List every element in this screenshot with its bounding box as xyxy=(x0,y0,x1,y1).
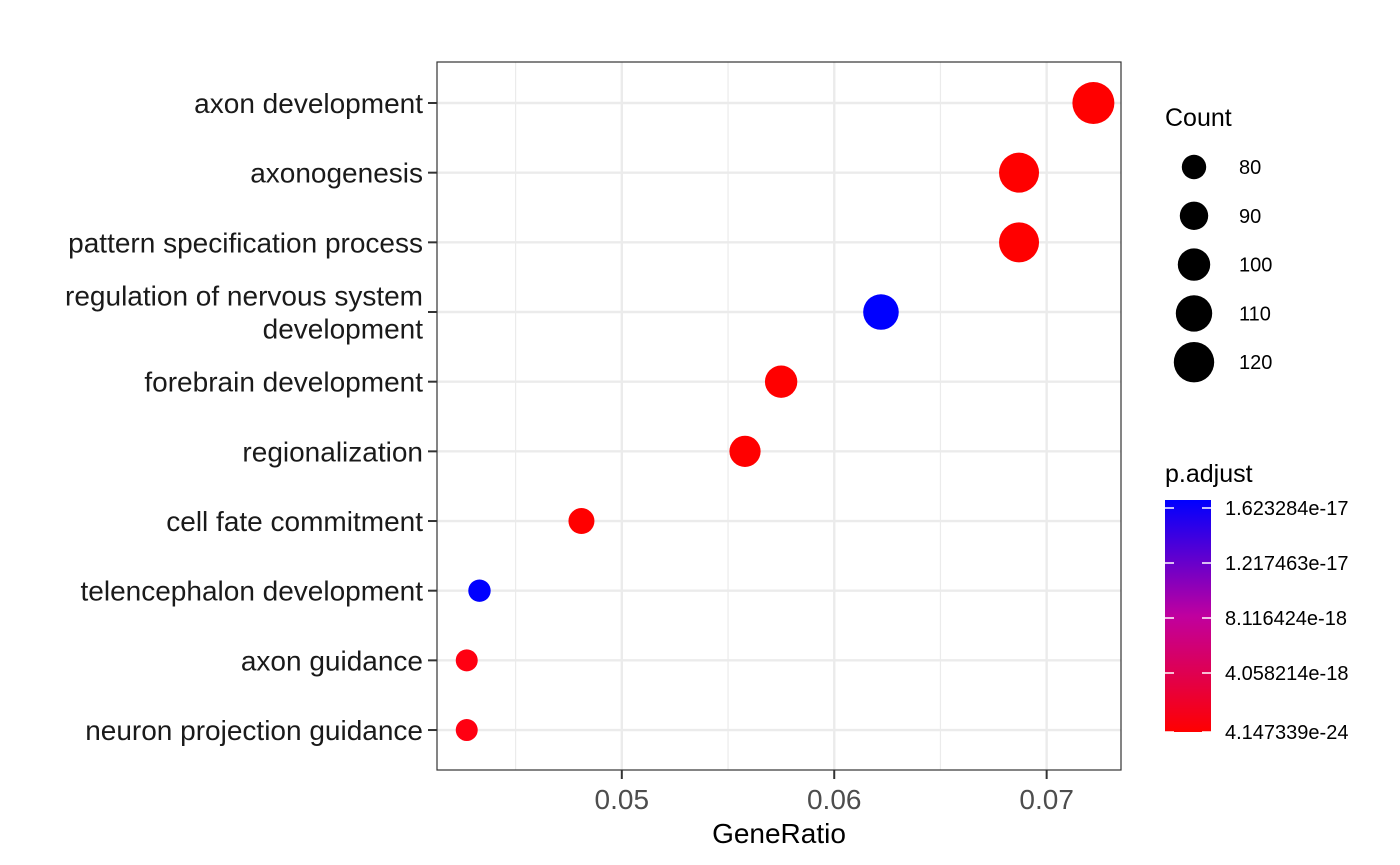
color-bar xyxy=(1165,500,1211,732)
color-legend-label: 4.147339e-24 xyxy=(1225,722,1348,744)
x-axis-title: GeneRatio xyxy=(712,818,846,849)
category-label: neuron projection guidance xyxy=(85,715,423,746)
size-legend-label: 110 xyxy=(1239,303,1271,325)
data-point xyxy=(455,719,478,742)
data-point xyxy=(999,222,1040,263)
plot-border xyxy=(436,61,1122,771)
size-legend-label: 100 xyxy=(1239,255,1272,277)
data-point xyxy=(455,649,478,672)
color-legend-label: 1.623284e-17 xyxy=(1225,498,1348,520)
minor-grid xyxy=(514,62,942,770)
x-axis: 0.05 0.06 0.07 xyxy=(595,770,1074,815)
category-label: telencephalon development xyxy=(81,576,424,607)
data-points xyxy=(455,82,1115,742)
size-legend-label: 120 xyxy=(1239,352,1272,374)
category-label: cell fate commitment xyxy=(166,506,423,537)
size-legend-dot xyxy=(1177,248,1211,281)
color-legend-label: 8.116424e-18 xyxy=(1225,608,1347,630)
data-point xyxy=(764,365,798,398)
size-legend-label: 90 xyxy=(1239,206,1261,228)
data-point xyxy=(999,152,1040,193)
x-tick-label: 0.07 xyxy=(1019,784,1074,815)
color-legend: p.adjust 1.623284e-17 1.217463e-17 8.11642… xyxy=(1165,460,1348,744)
y-axis: axon development axonogenesis pattern spec… xyxy=(65,88,437,746)
size-legend-label: 80 xyxy=(1239,157,1261,179)
data-point xyxy=(468,579,491,602)
category-label: axonogenesis xyxy=(250,158,423,189)
data-point xyxy=(1072,82,1115,124)
color-legend-label: 4.058214e-18 xyxy=(1225,663,1348,685)
size-legend-dot xyxy=(1175,295,1213,332)
category-label: pattern specification process xyxy=(68,227,423,258)
category-label: forebrain development xyxy=(144,367,423,398)
size-legend-title: Count xyxy=(1165,104,1232,132)
size-legend-dot xyxy=(1179,201,1209,230)
color-legend-title: p.adjust xyxy=(1165,460,1253,488)
size-legend-dot xyxy=(1173,342,1215,383)
data-point xyxy=(729,435,761,467)
x-tick-label: 0.05 xyxy=(595,784,650,815)
category-label: regulation of nervous system development xyxy=(65,281,423,345)
size-legend-dot xyxy=(1181,154,1207,180)
category-label: axon development xyxy=(194,88,423,119)
size-legend: Count 80 90 100 110 120 xyxy=(1165,104,1272,383)
color-legend-label: 1.217463e-17 xyxy=(1225,553,1348,575)
data-point xyxy=(568,508,595,535)
category-label: regionalization xyxy=(242,436,423,467)
category-label: axon guidance xyxy=(241,645,423,676)
data-point xyxy=(863,294,899,330)
x-tick-label: 0.06 xyxy=(807,784,862,815)
